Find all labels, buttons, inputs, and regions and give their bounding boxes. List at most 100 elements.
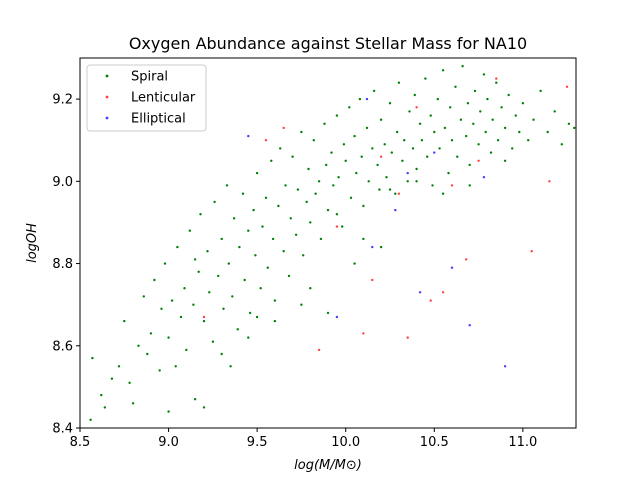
point-spiral-70 (309, 221, 312, 224)
point-elliptical-0 (247, 134, 250, 138)
point-spiral-109 (408, 110, 411, 113)
point-spiral-50 (259, 287, 262, 290)
x-tick-label: 11.0 (508, 435, 537, 450)
point-lenticular-13 (465, 258, 468, 261)
point-spiral-72 (314, 192, 317, 195)
point-spiral-102 (390, 151, 393, 154)
point-spiral-136 (477, 143, 480, 146)
point-spiral-172 (273, 319, 277, 323)
point-lenticular-5 (362, 332, 365, 335)
point-spiral-131 (465, 134, 468, 138)
legend-entries: Spiral Lenticular Elliptical (105, 70, 196, 127)
point-spiral-79 (332, 184, 335, 187)
point-spiral-22 (183, 287, 186, 290)
point-spiral-146 (503, 126, 507, 130)
point-lenticular-11 (441, 291, 445, 294)
point-spiral-49 (255, 171, 259, 175)
point-spiral-91 (362, 204, 365, 208)
point-spiral-117 (429, 114, 432, 117)
point-spiral-38 (227, 262, 230, 265)
point-spiral-128 (456, 155, 459, 158)
x-tick-label: 9.0 (158, 435, 179, 450)
point-spiral-161 (202, 406, 206, 409)
point-spiral-111 (413, 93, 416, 97)
point-spiral-152 (527, 139, 530, 142)
point-lenticular-15 (495, 77, 498, 80)
point-spiral-59 (282, 250, 285, 253)
point-spiral-9 (137, 344, 140, 347)
point-lenticular-6 (371, 278, 374, 282)
point-spiral-4 (110, 377, 114, 380)
legend: Spiral Lenticular Elliptical (86, 64, 207, 132)
point-elliptical-5 (418, 291, 422, 294)
point-spiral-171 (247, 336, 250, 339)
point-spiral-90 (360, 155, 363, 158)
point-spiral-16 (163, 262, 167, 265)
point-spiral-60 (284, 184, 287, 187)
point-spiral-18 (170, 299, 174, 302)
y-tick-label: 9.0 (52, 175, 73, 190)
point-spiral-81 (337, 176, 340, 179)
point-spiral-3 (103, 406, 107, 409)
y-tick-label: 8.4 (52, 422, 73, 437)
point-spiral-71 (312, 139, 315, 142)
point-spiral-144 (496, 139, 500, 142)
point-spiral-153 (532, 118, 535, 121)
point-spiral-33 (213, 200, 216, 204)
point-spiral-65 (296, 188, 300, 191)
point-spiral-159 (573, 126, 576, 130)
point-spiral-99 (383, 143, 386, 146)
point-spiral-127 (454, 85, 457, 89)
point-spiral-63 (291, 155, 294, 158)
point-spiral-168 (468, 184, 471, 187)
point-spiral-8 (131, 402, 135, 405)
point-spiral-82 (341, 225, 344, 228)
point-spiral-1 (91, 356, 94, 360)
point-spiral-27 (197, 270, 200, 273)
point-spiral-29 (202, 319, 206, 323)
point-spiral-119 (433, 130, 436, 134)
plot-frame (79, 57, 577, 429)
point-spiral-88 (355, 171, 358, 175)
point-spiral-93 (367, 180, 370, 183)
point-lenticular-19 (379, 155, 383, 158)
point-spiral-150 (518, 130, 521, 134)
point-spiral-55 (271, 237, 275, 241)
point-spiral-53 (266, 266, 269, 269)
point-spiral-158 (567, 122, 571, 126)
point-spiral-61 (287, 274, 291, 278)
point-lenticular-14 (477, 159, 480, 162)
point-spiral-137 (479, 110, 482, 113)
point-spiral-114 (420, 139, 424, 142)
point-spiral-36 (222, 307, 225, 310)
point-spiral-126 (450, 139, 454, 142)
point-spiral-143 (495, 81, 498, 84)
legend-label-spiral: Spiral (131, 70, 168, 85)
legend-marker-lenticular (105, 95, 109, 99)
point-spiral-177 (193, 258, 197, 261)
point-spiral-141 (489, 151, 493, 154)
point-spiral-167 (441, 192, 445, 195)
y-axis-ticks: 8.4 8.6 8.8 9.0 9.2 (52, 93, 80, 437)
point-spiral-11 (146, 352, 149, 356)
point-lenticular-9 (415, 106, 418, 109)
point-spiral-12 (149, 332, 153, 335)
point-spiral-74 (319, 237, 323, 241)
point-elliptical-4 (394, 208, 397, 212)
point-spiral-178 (229, 365, 232, 368)
point-spiral-96 (376, 163, 379, 167)
point-spiral-40 (232, 217, 236, 220)
legend-label-lenticular: Lenticular (131, 91, 196, 106)
point-lenticular-7 (397, 192, 401, 195)
point-spiral-154 (539, 89, 542, 93)
point-spiral-80 (335, 114, 339, 117)
point-spiral-37 (225, 184, 229, 187)
x-axis-ticks: 8.5 9.0 9.5 10.0 10.5 11.0 (70, 428, 537, 450)
point-spiral-118 (431, 184, 434, 187)
point-spiral-164 (362, 237, 365, 241)
point-spiral-121 (438, 147, 441, 150)
point-spiral-135 (473, 89, 477, 93)
point-spiral-25 (192, 303, 195, 306)
point-spiral-142 (491, 118, 494, 121)
